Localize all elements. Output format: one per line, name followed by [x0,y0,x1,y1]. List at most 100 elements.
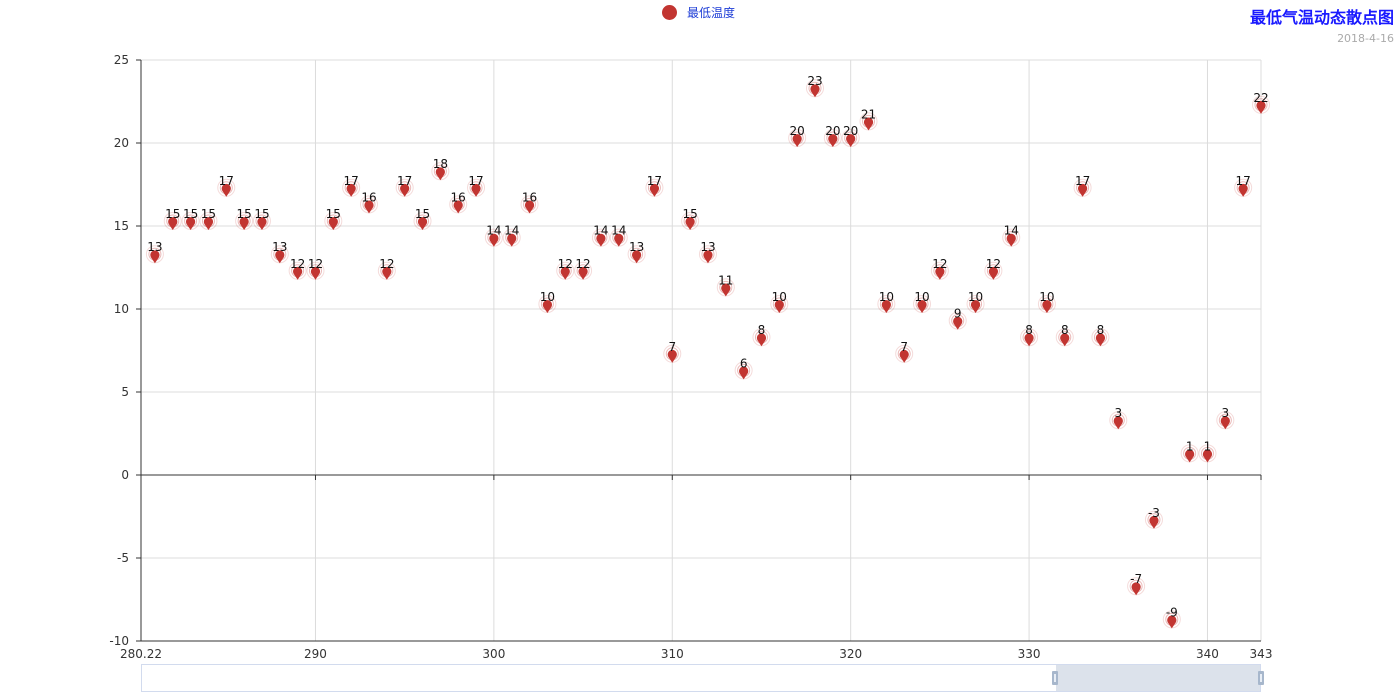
point-value-label: 8 [758,323,766,337]
x-tick-label: 300 [482,647,505,660]
data-point: 10 [966,290,985,313]
data-point: 10 [538,290,557,313]
point-pin-marker [435,167,445,181]
x-tick-label: 343 [1250,647,1273,660]
point-pin-marker [1077,183,1088,197]
data-point: 7 [895,340,914,363]
y-tick-label: 10 [114,302,129,316]
data-point: -7 [1127,572,1146,596]
point-pin-marker [846,134,856,147]
legend-label[interactable]: 最低温度 [687,5,736,20]
point-pin-marker [774,300,784,313]
data-point: 13 [145,240,164,264]
point-value-label: 10 [540,290,555,304]
point-pin-marker [1095,333,1106,347]
data-point: 8 [1091,323,1110,347]
point-value-label: 14 [1004,224,1019,238]
point-pin-marker [792,134,802,147]
data-point: 15 [235,207,254,230]
y-tick-label: 15 [114,219,129,233]
point-value-label: 15 [201,207,216,221]
point-pin-marker [542,300,552,313]
data-point: 6 [734,356,753,380]
data-zoom-left-handle[interactable] [1052,671,1059,685]
data-point: 14 [609,224,628,247]
point-pin-marker [1238,183,1248,197]
data-point: -9 [1162,605,1181,629]
data-point: 10 [770,290,789,313]
point-value-label: 13 [147,240,162,254]
point-pin-marker [596,233,606,247]
point-value-label: 15 [183,207,198,221]
data-point: 17 [217,174,236,197]
point-pin-marker [1131,582,1141,596]
point-pin-marker [828,134,838,147]
point-value-label: 12 [308,257,323,271]
point-value-label: 9 [954,307,962,321]
point-value-label: 11 [718,273,733,287]
point-pin-marker [935,266,945,280]
point-value-label: 15 [415,207,430,221]
point-pin-marker [1060,333,1070,347]
data-point: 17 [467,174,486,197]
point-pin-marker [917,300,927,313]
data-point: 8 [1020,323,1039,347]
data-zoom-slider[interactable] [141,664,1264,692]
point-value-label: 12 [575,257,590,271]
data-point: 10 [913,290,932,313]
point-pin-marker [293,266,303,280]
data-point: 17 [1073,174,1092,197]
point-pin-marker [863,117,874,131]
data-point: 12 [984,257,1003,280]
point-value-label: 8 [1097,323,1105,337]
data-point: 15 [199,207,218,230]
point-value-label: -3 [1148,506,1160,520]
point-value-label: 8 [1025,323,1033,337]
point-pin-marker [578,266,588,280]
data-point: 15 [252,207,271,230]
data-point: 9 [948,307,967,330]
point-pin-marker [1220,416,1230,430]
point-pin-marker [756,333,767,347]
point-value-label: 12 [558,257,573,271]
data-point: 14 [1002,224,1021,247]
y-tick-label: 25 [114,53,129,67]
chart-title: 最低气温动态散点图 [1249,8,1394,27]
point-pin-marker [703,250,713,264]
data-point: 12 [377,257,396,280]
y-tick-label: 0 [121,468,129,482]
point-value-label: 15 [236,207,251,221]
data-point: 20 [788,124,807,147]
data-point: 12 [306,257,325,280]
point-pin-marker [1113,416,1123,430]
point-value-label: 12 [290,257,305,271]
data-point: 14 [484,224,503,247]
point-value-label: 14 [486,224,501,238]
data-zoom-right-handle[interactable] [1257,671,1264,685]
point-value-label: 7 [900,340,908,354]
point-value-label: 12 [379,257,394,271]
point-pin-marker [257,217,267,230]
data-point: 7 [663,340,682,363]
data-point: 16 [449,190,468,214]
point-pin-marker [1042,300,1052,313]
data-zoom-window[interactable] [1052,665,1264,691]
data-point: 20 [841,124,860,147]
point-pin-marker [524,200,535,214]
data-point: 18 [431,157,450,181]
point-value-label: 21 [861,107,876,121]
data-point: 15 [181,207,200,230]
point-pin-marker [1185,449,1195,463]
legend-marker-icon[interactable] [662,4,677,20]
point-value-label: 17 [344,174,359,188]
data-point: 13 [270,240,289,264]
data-point: 17 [645,174,664,197]
point-value-label: 10 [914,290,929,304]
point-value-label: -7 [1130,572,1142,586]
point-pin-marker [1167,615,1177,629]
data-point: 17 [1234,174,1253,197]
point-pin-marker [382,266,392,280]
point-value-label: 17 [1075,174,1090,188]
legend[interactable]: 最低温度 [662,4,735,20]
